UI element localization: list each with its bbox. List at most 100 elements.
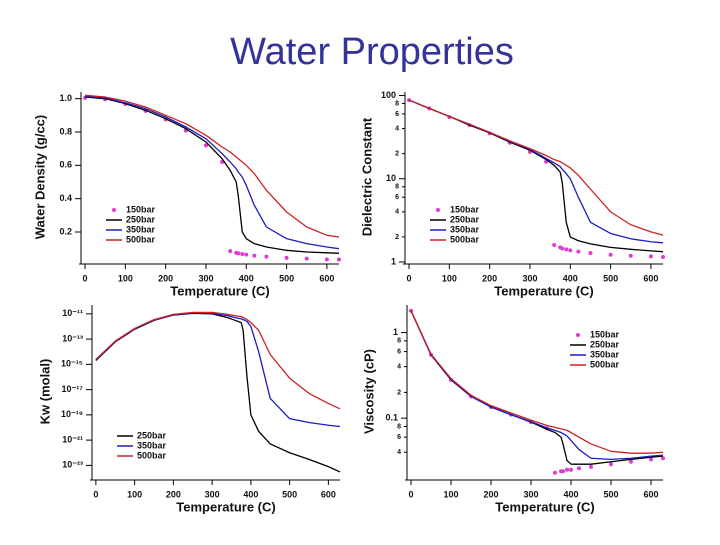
y-tick-label: 10: [386, 173, 396, 183]
data-dot: [244, 252, 249, 257]
y-tick-label: 8: [397, 423, 401, 430]
y-tick-label: 1.0: [59, 93, 72, 103]
y-tick-label: 10⁻²¹: [62, 434, 83, 444]
x-tick-label: 200: [482, 273, 497, 283]
data-dot: [569, 467, 573, 472]
legend-label: 250bar: [590, 339, 620, 349]
legend-label: 350bar: [450, 224, 480, 234]
y-tick-label: 2: [397, 389, 401, 396]
y-tick-label: 8: [397, 338, 401, 345]
data-line: [84, 94, 340, 238]
data-dot: [648, 254, 653, 259]
x-tick-label: 500: [282, 489, 297, 499]
y-tick-label: 4: [395, 125, 399, 132]
x-axis-label: Temperature (C): [170, 283, 269, 298]
data-dot: [324, 257, 329, 262]
data-dot: [337, 257, 341, 262]
legend-swatch: [436, 208, 440, 212]
data-dot: [236, 251, 241, 256]
x-tick-label: 400: [563, 273, 578, 283]
data-dot: [228, 249, 233, 254]
data-dot: [609, 462, 613, 467]
y-tick-label: 2: [395, 150, 399, 157]
data-dot: [661, 254, 665, 259]
legend-label: 350bar: [590, 349, 620, 359]
x-tick-label: 0: [93, 489, 98, 499]
x-tick-label: 0: [83, 273, 88, 283]
y-tick-label: 10⁻²³: [62, 460, 83, 470]
x-tick-label: 600: [319, 273, 334, 283]
x-tick-label: 100: [443, 489, 458, 499]
data-dot: [304, 256, 309, 261]
data-dot: [561, 469, 565, 474]
y-tick-label: 4: [397, 363, 401, 370]
data-dot: [576, 249, 581, 254]
data-line: [410, 310, 664, 461]
y-tick-label: 4: [395, 209, 399, 216]
data-dot: [608, 252, 613, 257]
data-dot: [252, 253, 257, 258]
y-tick-label: 6: [395, 111, 399, 118]
x-tick-label: 600: [643, 489, 658, 499]
y-tick-label: 0.6: [59, 160, 72, 170]
data-line: [408, 99, 664, 236]
x-tick-label: 300: [205, 489, 220, 499]
y-tick-label: 6: [395, 194, 399, 201]
data-line: [84, 95, 340, 250]
y-axis-label: Dielectric Constant: [359, 117, 374, 236]
y-tick-label: 0.4: [59, 193, 72, 203]
data-dot: [264, 254, 269, 259]
x-axis-label: Temperature (C): [494, 283, 593, 298]
data-dot: [649, 457, 653, 462]
legend-label: 500bar: [126, 234, 156, 244]
x-tick-label: 300: [522, 273, 537, 283]
data-line: [410, 310, 664, 454]
legend-label: 250bar: [137, 430, 167, 440]
data-dot: [560, 246, 565, 251]
x-tick-label: 400: [243, 489, 258, 499]
x-tick-label: 400: [239, 273, 254, 283]
y-tick-label: 10⁻¹³: [62, 333, 83, 343]
legend-label: 350bar: [137, 440, 167, 450]
data-dot: [629, 459, 633, 464]
data-dot: [568, 248, 573, 253]
x-axis-label: Temperature (C): [495, 499, 594, 514]
x-tick-label: 600: [321, 489, 336, 499]
x-tick-label: 100: [442, 273, 457, 283]
legend-label: 150bar: [590, 329, 620, 339]
data-dot: [661, 456, 665, 461]
y-tick-label: 10⁻¹¹: [62, 308, 83, 318]
legend-label: 250bar: [126, 214, 156, 224]
x-tick-label: 300: [198, 273, 213, 283]
data-dot: [577, 466, 581, 471]
y-tick-label: 6: [397, 348, 401, 355]
y-axis-label: Kw (molal): [37, 359, 52, 425]
legend-label: 500bar: [137, 450, 167, 460]
legend-label: 500bar: [590, 359, 620, 369]
y-tick-label: 8: [395, 184, 399, 191]
x-tick-label: 200: [166, 489, 181, 499]
data-dot: [284, 255, 289, 260]
data-line: [408, 99, 664, 253]
y-tick-label: 1: [393, 327, 398, 337]
y-axis-label: Viscosity (cP): [361, 349, 376, 434]
x-tick-label: 300: [523, 489, 538, 499]
x-tick-label: 0: [407, 273, 412, 283]
data-dot: [565, 467, 569, 472]
data-dot: [552, 243, 557, 248]
y-tick-label: 0.1: [385, 413, 398, 423]
x-tick-label: 100: [118, 273, 133, 283]
data-dot: [553, 470, 557, 475]
y-tick-label: 10⁻¹⁷: [62, 384, 84, 394]
data-dot: [588, 251, 593, 256]
y-tick-label: 2: [395, 234, 399, 241]
data-line: [84, 96, 340, 254]
y-tick-label: 100: [381, 90, 396, 100]
y-tick-label: 0.8: [59, 126, 72, 136]
x-tick-label: 500: [603, 273, 618, 283]
data-dot: [203, 143, 208, 148]
slide-title: Water Properties: [230, 31, 514, 73]
x-tick-label: 0: [408, 489, 413, 499]
